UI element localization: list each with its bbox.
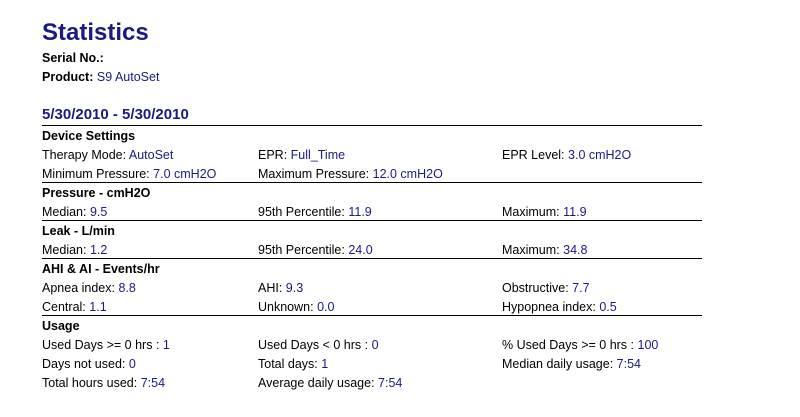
field-label: Total days: [258, 356, 318, 371]
field: Apnea index: 8.8 [42, 279, 136, 298]
field: 95th Percentile: 11.9 [258, 203, 372, 222]
field: Unknown: 0.0 [258, 298, 334, 317]
field-value: 3.0 cmH2O [568, 147, 632, 162]
serial-label: Serial No.: [42, 51, 104, 65]
section-title: Pressure - cmH2O [42, 185, 151, 200]
field-value: 0 [128, 356, 136, 371]
field-value: 1 [321, 356, 329, 371]
field-label: Therapy Mode: [42, 147, 127, 162]
field-label: % Used Days >= 0 hrs : [502, 337, 635, 352]
field-value: 0 [371, 337, 379, 352]
section-rule [42, 182, 702, 183]
field: Median: 1.2 [42, 241, 107, 260]
product-label: Product: [42, 70, 94, 84]
field-label: Total hours used: [42, 375, 138, 390]
field-value: 7:54 [140, 375, 166, 390]
field: Total hours used: 7:54 [42, 374, 165, 393]
field: Used Days >= 0 hrs : 1 [42, 336, 170, 355]
field: Therapy Mode: AutoSet [42, 146, 173, 165]
field-label: Unknown: [258, 299, 314, 314]
field: Obstructive: 7.7 [502, 279, 590, 298]
section-rule [42, 315, 702, 316]
field-label: 95th Percentile: [258, 242, 345, 257]
field: Median daily usage: 7:54 [502, 355, 641, 374]
field-value: 24.0 [348, 242, 373, 257]
field-label: Hypopnea index: [502, 299, 596, 314]
field-value: 7:54 [378, 375, 403, 390]
field-label: Used Days < 0 hrs : [258, 337, 369, 352]
field-value: 0.5 [599, 299, 617, 314]
field: Maximum Pressure: 12.0 cmH2O [258, 165, 443, 184]
field-label: Maximum Pressure: [258, 166, 370, 181]
product-line: Product: S9 AutoSet [42, 68, 159, 87]
section-title: Leak - L/min [42, 223, 115, 238]
field-label: AHI: [258, 280, 283, 295]
field-value: 7.0 cmH2O [153, 166, 217, 181]
section-title: Usage [42, 318, 80, 333]
field: Maximum: 34.8 [502, 241, 587, 260]
section-rule [42, 258, 702, 259]
field-label: Median daily usage: [502, 356, 614, 371]
field-value: 7.7 [572, 280, 590, 295]
field-value: 11.9 [348, 204, 372, 219]
field: Used Days < 0 hrs : 0 [258, 336, 379, 355]
field-value: 9.3 [285, 280, 304, 295]
field-value: AutoSet [128, 147, 174, 162]
field-value: 1.1 [89, 299, 107, 314]
field-value: 0.0 [317, 299, 335, 314]
field: Average daily usage: 7:54 [258, 374, 402, 393]
field-label: 95th Percentile: [258, 204, 345, 219]
field-value: 11.9 [563, 204, 587, 219]
section-rule [42, 125, 702, 126]
title: Statistics [42, 19, 149, 46]
field-label: Minimum Pressure: [42, 166, 150, 181]
field-value: 8.8 [118, 280, 136, 295]
product-value: S9 AutoSet [96, 70, 160, 84]
section-rule [42, 220, 702, 221]
field-value: 9.5 [89, 204, 108, 219]
field: Maximum: 11.9 [502, 203, 587, 222]
field-label: Apnea index: [42, 280, 115, 295]
field-value: 1 [162, 337, 170, 352]
field: Minimum Pressure: 7.0 cmH2O [42, 165, 216, 184]
field: Central: 1.1 [42, 298, 107, 317]
field-label: Median: [42, 242, 87, 257]
field: Hypopnea index: 0.5 [502, 298, 617, 317]
field: Total days: 1 [258, 355, 328, 374]
field: Median: 9.5 [42, 203, 107, 222]
field-value: 1.2 [89, 242, 108, 257]
field-label: Central: [42, 299, 86, 314]
section-title: Device Settings [42, 128, 136, 143]
field-value: 34.8 [563, 242, 588, 257]
field-label: Days not used: [42, 356, 126, 371]
field-label: Used Days >= 0 hrs : [42, 337, 160, 352]
field-value: 100 [637, 337, 659, 352]
field-label: Average daily usage: [258, 375, 375, 390]
field: AHI: 9.3 [258, 279, 303, 298]
field-label: Maximum: [502, 242, 560, 257]
field: 95th Percentile: 24.0 [258, 241, 373, 260]
section-title: AHI & AI - Events/hr [42, 261, 160, 276]
field-value: Full_Time [290, 147, 346, 162]
date-range: 5/30/2010 - 5/30/2010 [42, 106, 189, 123]
field-value: 12.0 cmH2O [372, 166, 443, 181]
field-label: Obstructive: [502, 280, 569, 295]
field-label: Maximum: [502, 204, 560, 219]
field-label: EPR: [258, 147, 288, 162]
field: % Used Days >= 0 hrs : 100 [502, 336, 658, 355]
field: EPR: Full_Time [258, 146, 345, 165]
field: EPR Level: 3.0 cmH2O [502, 146, 631, 165]
field-label: Median: [42, 204, 87, 219]
field: Days not used: 0 [42, 355, 136, 374]
field-label: EPR Level: [502, 147, 565, 162]
field-value: 7:54 [616, 356, 642, 371]
